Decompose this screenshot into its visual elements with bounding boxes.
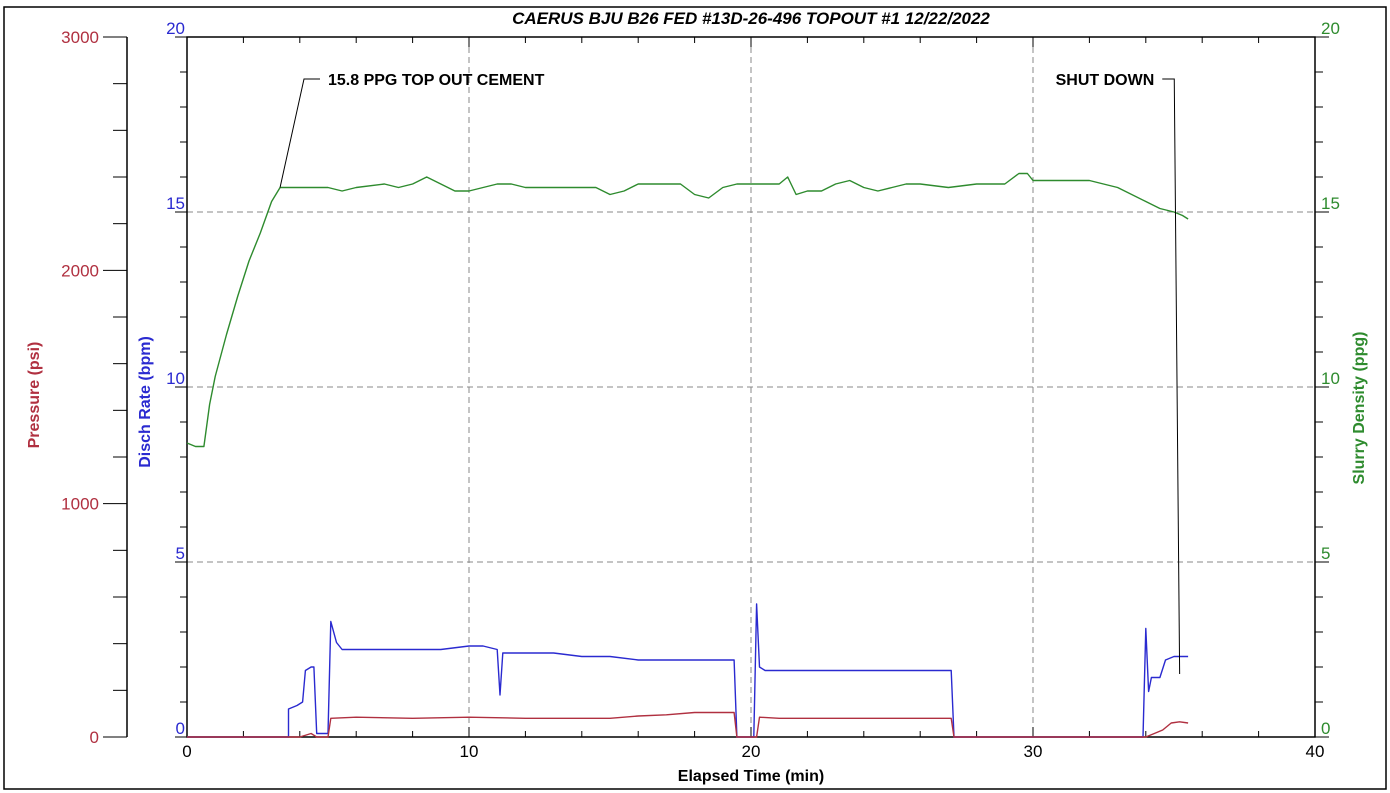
annotation-label: SHUT DOWN (1056, 72, 1155, 89)
annotations: 15.8 PPG TOP OUT CEMENT SHUT DOWN (279, 72, 1181, 675)
pressure-tick-label: 1000 (61, 495, 99, 514)
outer-border (3, 6, 1387, 790)
pressure-series-line (187, 711, 1189, 738)
density-axis-label: Slurry Density (ppg) (1351, 332, 1368, 485)
x-tick-label: 10 (460, 742, 479, 761)
rate-axis-label: Disch Rate (bpm) (137, 336, 154, 468)
annotation-label: 15.8 PPG TOP OUT CEMENT (328, 72, 545, 89)
pressure-tick-label: 2000 (61, 261, 99, 280)
rate-tick-label: 5 (176, 544, 185, 563)
density-tick-label: 10 (1321, 369, 1340, 388)
rate-tick-label: 0 (176, 719, 185, 738)
chart-title: CAERUS BJU B26 FED #13D-26-496 TOPOUT #1… (512, 9, 990, 28)
grid (187, 37, 1315, 737)
x-axis-label: Elapsed Time (min) (678, 768, 824, 785)
density-tick-label: 5 (1321, 544, 1330, 563)
rate-tick-label: 10 (166, 369, 185, 388)
density-series-line (186, 172, 1189, 448)
annotation-leader (1162, 78, 1181, 675)
x-tick-label: 0 (182, 742, 191, 761)
pressure-tick-label: 0 (90, 728, 99, 747)
rate-tick-label: 20 (166, 19, 185, 38)
pressure-axis-label: Pressure (psi) (26, 342, 43, 449)
rate-tick-label: 15 (166, 194, 185, 213)
density-tick-label: 20 (1321, 19, 1340, 38)
series (186, 172, 1189, 738)
x-tick-label: 20 (742, 742, 761, 761)
annotation-leader (279, 78, 320, 188)
pressure-tick-label: 3000 (61, 28, 99, 47)
x-tick-label: 30 (1024, 742, 1043, 761)
x-tick-label: 40 (1306, 742, 1325, 761)
axes: 0 10 20 30 40 0 5 10 15 20 0 1000 2000 3000 0 5 10 15 20 (61, 19, 1340, 761)
density-tick-label: 0 (1321, 719, 1330, 738)
density-tick-label: 15 (1321, 194, 1340, 213)
